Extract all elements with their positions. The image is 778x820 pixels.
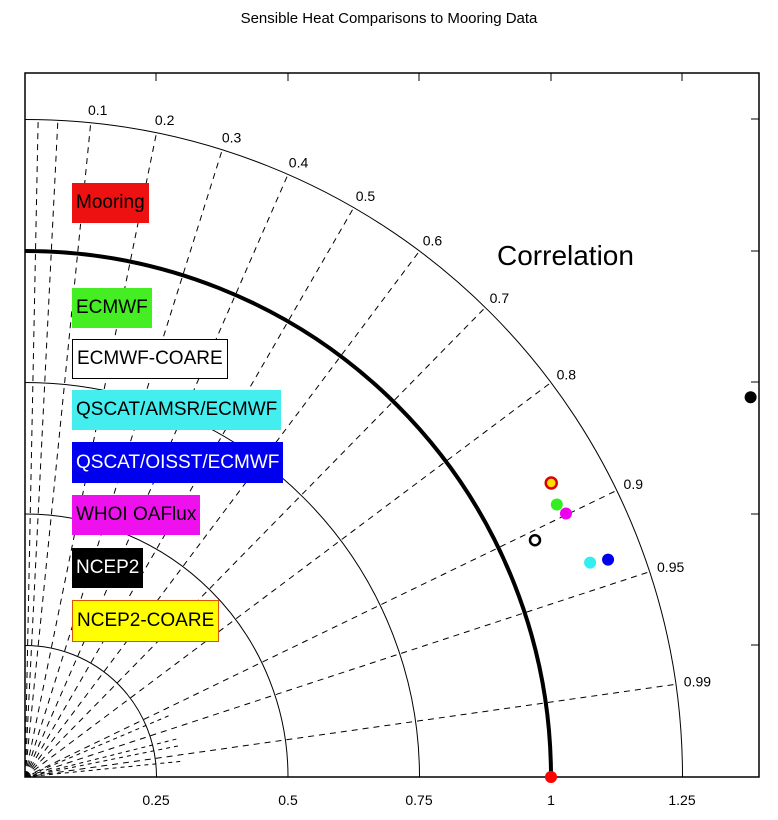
correlation-tick-label: 0.95	[657, 559, 684, 575]
std-arc	[25, 513, 289, 777]
std-arc	[25, 645, 157, 777]
legend-ncep2: NCEP2	[72, 548, 144, 588]
correlation-tick-label: 0.7	[490, 290, 510, 306]
std-arc	[25, 119, 683, 777]
legend-ncep2-coare: NCEP2-COARE	[72, 600, 220, 642]
correlation-tick-label: 0.6	[423, 232, 443, 248]
x-tick-label: 0.75	[405, 792, 433, 808]
reference-arc	[25, 249, 553, 777]
point-mooring	[545, 771, 557, 783]
point-whoi-oaflux	[559, 507, 572, 520]
x-tick-label: 1.25	[668, 792, 696, 808]
legend-qscat-amsr-ecmwf: QSCAT/AMSR/ECMWF	[72, 390, 282, 430]
point-ecmwf-coare	[528, 533, 542, 547]
legend-ecmwf-coare: ECMWF-COARE	[72, 339, 228, 379]
x-tick-label: 1	[547, 792, 555, 808]
point-qscat-oisst-ecmwf	[602, 553, 615, 566]
legend-mooring: Mooring	[72, 183, 149, 223]
point-ecmwf	[550, 498, 563, 511]
legend-qscat-oisst-ecmwf: QSCAT/OISST/ECMWF	[72, 442, 284, 483]
plot-frame	[24, 72, 760, 778]
correlation-tick-label: 0.3	[222, 129, 242, 145]
correlation-axis-label: Correlation	[497, 240, 634, 271]
legend-whoi-oaflux: WHOI OAFlux	[72, 495, 201, 535]
correlation-tick-label: 0.1	[88, 102, 108, 118]
chart-title: Sensible Heat Comparisons to Mooring Dat…	[240, 10, 538, 27]
correlation-tick-label: 0.4	[289, 154, 309, 170]
correlation-tick-label: 0.5	[356, 188, 376, 204]
legend-ecmwf: ECMWF	[72, 288, 152, 328]
correlation-tick-label: 0.2	[155, 112, 175, 128]
correlation-tick-label: 0.9	[624, 476, 644, 492]
point-ncep2-coare	[544, 476, 558, 490]
correlation-tick-label: 0.99	[684, 674, 711, 690]
x-tick-label: 0.25	[142, 792, 170, 808]
correlation-tick-label: 0.8	[557, 366, 577, 382]
point-qscat-amsr-ecmwf	[584, 556, 597, 569]
point-ncep2	[744, 391, 757, 404]
correlation-ray	[25, 683, 676, 777]
x-tick-label: 0.5	[278, 792, 298, 808]
